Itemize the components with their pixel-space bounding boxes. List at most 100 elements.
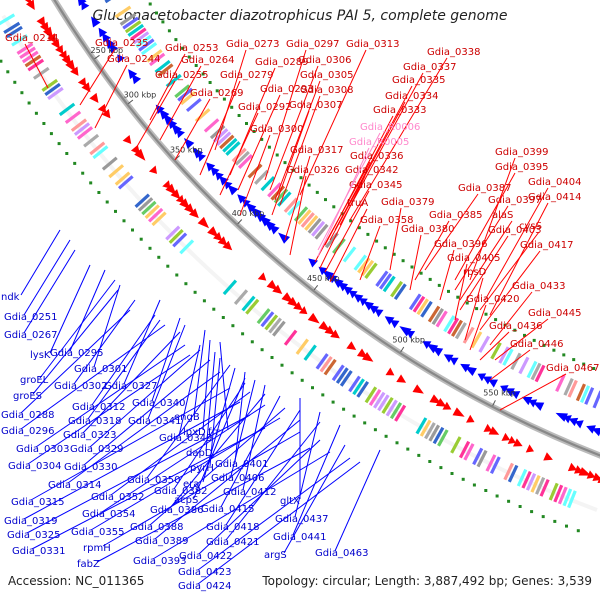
forward-gene-arrow bbox=[525, 444, 534, 453]
track-dot bbox=[161, 20, 165, 24]
track-dot bbox=[532, 338, 536, 342]
cog-block bbox=[108, 164, 125, 179]
gene-label: truA bbox=[347, 198, 368, 209]
gene-label: Gdia_0312 bbox=[72, 402, 125, 413]
cog-block bbox=[415, 417, 428, 435]
reverse-gene-arrow bbox=[343, 286, 354, 296]
cog-block bbox=[122, 16, 139, 30]
reverse-gene-arrow bbox=[374, 309, 384, 318]
cog-block bbox=[32, 66, 50, 80]
cog-block bbox=[83, 133, 100, 148]
gene-leader-line bbox=[489, 291, 533, 346]
track-dot bbox=[184, 282, 188, 286]
gene-label: Gdia_0253 bbox=[165, 43, 218, 54]
gene-leader-line bbox=[220, 395, 281, 508]
reverse-gene-arrow bbox=[406, 330, 416, 339]
cog-block bbox=[141, 200, 157, 216]
gene-label: Gdia_0337 bbox=[403, 62, 456, 73]
forward-gene-arrow bbox=[412, 384, 424, 394]
cog-block bbox=[179, 239, 195, 255]
gene-leader-line bbox=[91, 314, 156, 406]
gene-label: Gdia_0342 bbox=[345, 165, 398, 176]
gene-label: Gdia_0288 bbox=[1, 410, 54, 421]
gene-leader-line bbox=[169, 393, 266, 509]
reverse-gene-arrow bbox=[482, 376, 493, 385]
track-dot bbox=[49, 132, 53, 136]
gene-label: Gdia_0269 bbox=[190, 88, 243, 99]
gene-leader-line bbox=[49, 264, 91, 354]
forward-gene-arrow bbox=[89, 92, 99, 103]
forward-gene-arrow bbox=[148, 165, 158, 174]
reverse-gene-arrow bbox=[131, 74, 142, 85]
gene-leader-line bbox=[93, 284, 121, 368]
gene-leader-line bbox=[219, 341, 229, 431]
gene-label: Gdia_0441 bbox=[273, 532, 326, 543]
gene-label: Gdia_0420 bbox=[466, 294, 519, 305]
gene-label: Gdia_0403 bbox=[488, 225, 541, 236]
cog-block bbox=[237, 154, 254, 169]
gene-label: Gdia_0331 bbox=[12, 546, 65, 557]
forward-gene-arrow bbox=[507, 435, 516, 444]
cog-block bbox=[307, 217, 322, 234]
forward-gene-arrow bbox=[207, 226, 219, 238]
backbone-ring-core bbox=[53, 0, 600, 457]
gene-leader-line bbox=[237, 94, 281, 191]
gene-label: Gdia_0292 bbox=[238, 102, 291, 113]
cog-block bbox=[315, 353, 329, 370]
gene-label: Gdia_0305 bbox=[300, 70, 353, 81]
forward-gene-arrow bbox=[362, 352, 374, 362]
gene-label: Gdia_0273 bbox=[226, 39, 279, 50]
cog-block bbox=[339, 370, 353, 387]
gene-leader-line bbox=[292, 424, 341, 536]
reverse-gene-arrow bbox=[464, 366, 477, 377]
track-dot bbox=[212, 307, 216, 311]
forward-gene-arrow bbox=[266, 279, 278, 291]
tick-mark bbox=[400, 346, 405, 353]
cog-block bbox=[498, 346, 510, 364]
cog-block bbox=[408, 293, 422, 311]
cog-block bbox=[393, 283, 407, 301]
track-dot bbox=[131, 228, 134, 232]
gene-leader-line bbox=[279, 95, 321, 206]
track-dot bbox=[523, 333, 526, 337]
gene-label: dapD bbox=[186, 448, 213, 459]
cog-block bbox=[3, 21, 21, 34]
cog-block bbox=[300, 212, 315, 228]
forward-gene-arrow bbox=[197, 216, 210, 229]
cog-block bbox=[342, 246, 357, 263]
cog-block bbox=[247, 163, 263, 179]
gene-label: Gdia_0295 bbox=[50, 348, 103, 359]
gene-leader-line bbox=[83, 359, 211, 466]
cog-block bbox=[443, 315, 456, 333]
cog-block bbox=[140, 42, 158, 56]
track-dot bbox=[321, 393, 325, 397]
track-dot bbox=[275, 153, 279, 157]
tick-label: 250 kbp bbox=[91, 46, 124, 55]
gene-label: Gdia_0264 bbox=[181, 55, 234, 66]
track-dot bbox=[105, 200, 109, 204]
reverse-gene-arrow bbox=[521, 396, 533, 406]
track-dot bbox=[187, 55, 191, 59]
track-dot bbox=[283, 161, 287, 165]
reverse-gene-arrow bbox=[422, 341, 432, 350]
cog-block bbox=[535, 476, 546, 495]
reverse-gene-arrow bbox=[591, 427, 600, 437]
gene-label: groEL bbox=[20, 375, 49, 386]
gene-leader-line bbox=[284, 155, 311, 241]
gene-label: Gdia_0340 bbox=[132, 398, 185, 409]
gene-leader-line bbox=[271, 110, 310, 216]
cog-block bbox=[304, 215, 319, 231]
cog-block bbox=[521, 470, 532, 489]
cog-block bbox=[394, 404, 407, 422]
track-dot bbox=[315, 190, 319, 194]
gene-leader-line bbox=[499, 373, 567, 411]
gene-label: Gdia_0463 bbox=[315, 548, 368, 559]
reverse-gene-arrow bbox=[528, 399, 538, 408]
cog-block bbox=[219, 134, 235, 150]
gene-leader-line bbox=[459, 235, 509, 311]
gene-leader-line bbox=[424, 193, 479, 271]
cog-block bbox=[485, 454, 497, 472]
track-dot bbox=[222, 97, 226, 101]
